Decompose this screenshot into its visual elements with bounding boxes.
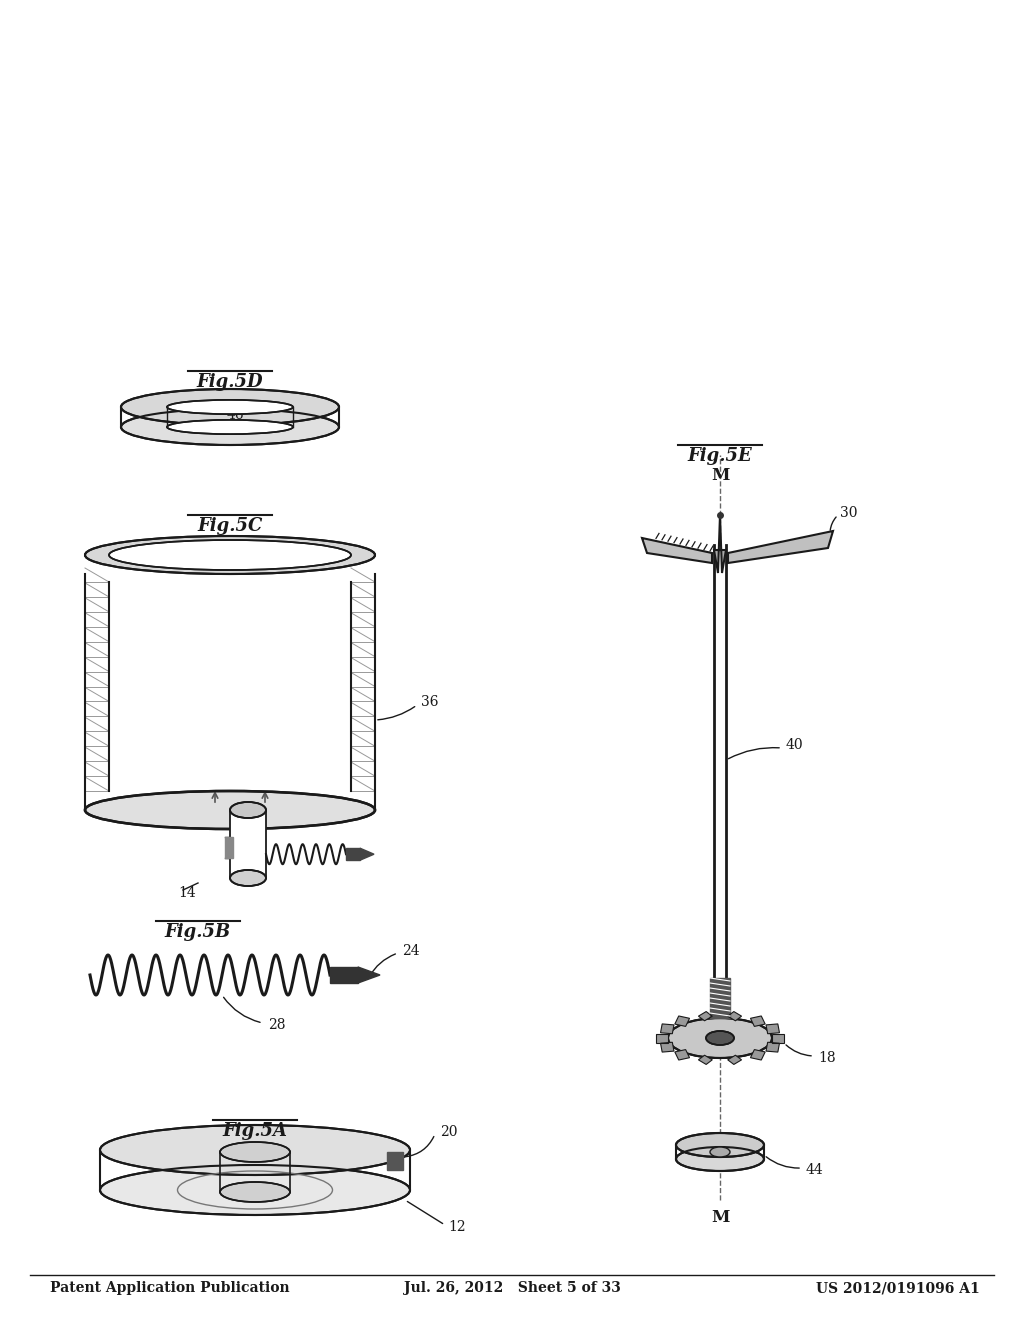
- Polygon shape: [714, 515, 726, 573]
- Text: 14: 14: [178, 886, 196, 900]
- Polygon shape: [728, 1055, 741, 1064]
- Text: 24: 24: [402, 944, 420, 958]
- Text: 12: 12: [449, 1220, 466, 1234]
- Polygon shape: [698, 1055, 713, 1064]
- Polygon shape: [642, 539, 712, 564]
- Bar: [225, 837, 233, 858]
- Bar: [230, 810, 266, 878]
- Text: 44: 44: [806, 1163, 823, 1177]
- Text: Fig.5E: Fig.5E: [688, 447, 753, 465]
- Text: Fig.5D: Fig.5D: [197, 374, 263, 391]
- Bar: [710, 978, 730, 1018]
- Text: 40: 40: [786, 738, 804, 752]
- Ellipse shape: [121, 389, 339, 425]
- Ellipse shape: [230, 803, 266, 818]
- Text: US 2012/0191096 A1: US 2012/0191096 A1: [816, 1280, 980, 1295]
- Ellipse shape: [676, 1147, 764, 1171]
- Polygon shape: [660, 1024, 674, 1034]
- Text: M: M: [711, 466, 729, 483]
- Text: 30: 30: [840, 506, 857, 520]
- Ellipse shape: [109, 540, 351, 570]
- Polygon shape: [660, 1043, 674, 1052]
- Polygon shape: [728, 531, 833, 564]
- Text: 20: 20: [440, 1125, 458, 1139]
- Text: 36: 36: [421, 696, 438, 709]
- Ellipse shape: [220, 1142, 290, 1162]
- Polygon shape: [656, 1034, 668, 1043]
- Text: Fig.5B: Fig.5B: [165, 923, 231, 941]
- Ellipse shape: [121, 409, 339, 445]
- Polygon shape: [360, 849, 374, 861]
- Text: Fig.5C: Fig.5C: [198, 517, 263, 535]
- Ellipse shape: [85, 536, 375, 574]
- Polygon shape: [772, 1034, 784, 1043]
- Polygon shape: [728, 1011, 741, 1020]
- Text: M: M: [711, 1209, 729, 1226]
- Ellipse shape: [100, 1125, 410, 1175]
- Ellipse shape: [230, 870, 266, 886]
- Bar: [715, 545, 725, 1012]
- Text: 46: 46: [226, 408, 244, 422]
- Ellipse shape: [167, 400, 293, 414]
- Polygon shape: [766, 1024, 779, 1034]
- Polygon shape: [358, 968, 380, 983]
- Text: Patent Application Publication: Patent Application Publication: [50, 1280, 290, 1295]
- Polygon shape: [751, 1016, 765, 1027]
- Ellipse shape: [220, 1181, 290, 1203]
- Ellipse shape: [706, 1031, 734, 1045]
- Ellipse shape: [676, 1133, 764, 1158]
- Ellipse shape: [710, 1147, 730, 1158]
- Ellipse shape: [85, 791, 375, 829]
- Polygon shape: [675, 1049, 689, 1060]
- Polygon shape: [766, 1043, 779, 1052]
- Text: 18: 18: [818, 1051, 836, 1065]
- Bar: [346, 849, 360, 861]
- Polygon shape: [698, 1011, 713, 1020]
- Text: Fig.5A: Fig.5A: [222, 1122, 288, 1140]
- Polygon shape: [675, 1016, 689, 1027]
- Ellipse shape: [668, 1018, 772, 1059]
- Text: Jul. 26, 2012   Sheet 5 of 33: Jul. 26, 2012 Sheet 5 of 33: [403, 1280, 621, 1295]
- Ellipse shape: [100, 1166, 410, 1214]
- Ellipse shape: [167, 420, 293, 434]
- Polygon shape: [751, 1049, 765, 1060]
- Text: 28: 28: [268, 1018, 286, 1032]
- Bar: [330, 968, 358, 983]
- Bar: [387, 1152, 403, 1170]
